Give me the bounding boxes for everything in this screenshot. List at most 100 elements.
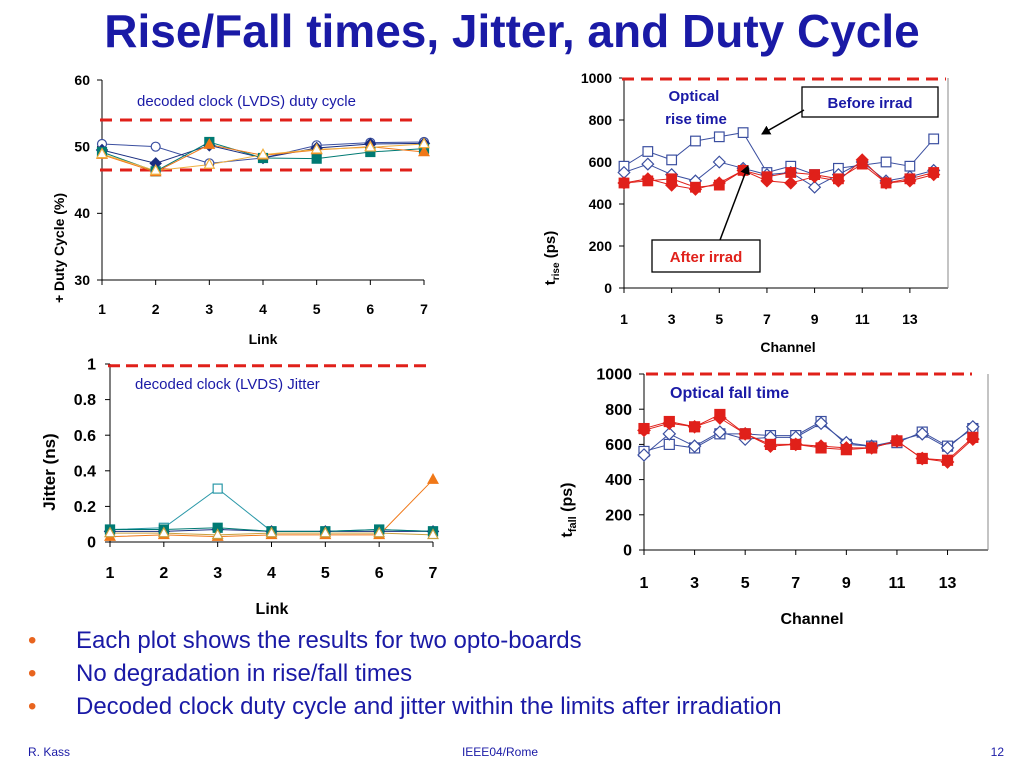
bullet-dot-icon: • [28, 693, 37, 720]
x-tick-label: 2 [152, 301, 160, 317]
y-tick-label: 30 [74, 272, 90, 288]
data-point-series-2 [637, 448, 651, 462]
y-tick-label: 200 [589, 238, 613, 254]
data-point-series-4 [814, 439, 828, 454]
fall-xlabel: Channel [780, 611, 843, 628]
before-irrad-box [801, 86, 939, 118]
rise-annotation-line1: Optical [668, 88, 719, 105]
before-irrad-arrow [761, 109, 805, 135]
bullet-text: Decoded clock duty cycle and jitter with… [76, 693, 782, 720]
data-point-series-1 [928, 133, 940, 145]
bullet-item: • No degradation in rise/fall times [28, 657, 782, 690]
data-point-series-1 [642, 146, 654, 157]
duty-ylabel: + Duty Cycle (%) [51, 193, 67, 303]
y-tick-label: 0 [604, 280, 612, 296]
data-point-series-4 [687, 419, 702, 434]
y-tick-label: 0.8 [74, 392, 96, 409]
data-point-series-4 [807, 170, 822, 184]
rise-annotation-line2: rise time [665, 111, 727, 128]
data-point-series-1 [150, 141, 161, 152]
x-tick-label: 13 [939, 575, 957, 592]
data-point-series-2 [940, 441, 955, 455]
data-point-series-4 [927, 167, 941, 182]
after-irrad-box [651, 239, 761, 273]
data-point-series-4 [418, 145, 430, 157]
bullet-text: No degradation in rise/fall times [76, 660, 413, 687]
data-point-series-1 [663, 438, 675, 451]
x-tick-label: 11 [855, 311, 870, 327]
data-point-series-4 [641, 172, 655, 186]
bullet-list: • Each plot shows the results for two opt… [28, 624, 782, 723]
data-point-series-5 [427, 528, 439, 540]
data-point-series-4 [940, 455, 955, 469]
data-point-series-5 [104, 526, 116, 538]
duty-annotation: decoded clock (LVDS) duty cycle [137, 93, 356, 110]
x-tick-label: 3 [690, 575, 699, 592]
data-point-series-4 [665, 178, 679, 192]
after-irrad-arrow [719, 165, 750, 241]
data-point-series-1 [904, 160, 916, 172]
data-point-series-4 [890, 434, 904, 448]
data-point-series-1 [690, 135, 701, 147]
footer-page-number: 12 [990, 745, 1004, 759]
y-tick-label: 0.6 [74, 428, 96, 445]
y-tick-label: 800 [589, 112, 613, 128]
x-tick-label: 9 [842, 575, 851, 592]
data-point-series-4 [864, 441, 879, 455]
series-line-1 [109, 487, 434, 532]
x-tick-label: 6 [366, 301, 374, 317]
y-tick-label: 50 [74, 139, 90, 155]
data-point-series-5 [373, 526, 386, 538]
series-line-1 [623, 132, 935, 176]
x-tick-label: 4 [267, 565, 276, 582]
bullet-text: Each plot shows the results for two opto… [76, 627, 582, 654]
x-tick-label: 11 [888, 575, 905, 592]
data-point-series-2 [712, 155, 726, 169]
data-point-series-4 [879, 176, 893, 190]
data-point-series-4 [738, 426, 753, 441]
y-tick-label: 800 [605, 402, 632, 419]
duty-cycle-chart: 30 40 50 60 1 2 3 4 5 6 7 decoded clock (LVDS) dut… [51, 72, 431, 347]
data-point-series-2 [662, 426, 677, 441]
jitter-xlabel: Link [256, 601, 289, 618]
y-tick-label: 400 [589, 196, 613, 212]
data-point-series-2 [687, 439, 702, 454]
x-tick-label: 5 [741, 575, 750, 592]
y-tick-label: 600 [589, 154, 613, 170]
jitter-annotation: decoded clock (LVDS) Jitter [135, 376, 320, 393]
data-point-series-4 [784, 176, 798, 190]
fall-annotation: Optical fall time [670, 385, 789, 402]
x-tick-label: 3 [205, 301, 213, 317]
data-point-series-3 [311, 153, 322, 164]
slide-title: Rise/Fall times, Jitter, and Duty Cycle [104, 5, 920, 57]
data-point-series-5 [157, 526, 170, 538]
data-point-series-5 [149, 164, 162, 175]
data-point-series-5 [364, 140, 377, 152]
before-irrad-label: Before irrad [827, 95, 912, 112]
x-tick-label: 9 [811, 311, 819, 327]
rise-xlabel: Channel [760, 339, 815, 355]
data-point-series-5 [257, 148, 269, 159]
data-point-series-5 [418, 137, 430, 149]
data-point-series-1 [212, 483, 223, 494]
x-tick-label: 3 [668, 311, 676, 327]
after-irrad-label: After irrad [670, 249, 743, 266]
data-point-series-4 [427, 473, 439, 484]
data-point-series-4 [637, 423, 651, 438]
x-tick-label: 1 [640, 575, 649, 592]
y-tick-label: 0.4 [74, 463, 96, 480]
data-point-series-2 [807, 180, 822, 194]
data-point-series-2 [713, 425, 727, 439]
x-tick-label: 7 [420, 301, 428, 317]
rise-annotation: Optical rise time [665, 88, 727, 128]
data-point-series-5 [265, 526, 278, 538]
data-point-series-4 [855, 153, 869, 167]
data-point-series-4 [915, 451, 930, 466]
duty-xlabel: Link [249, 331, 278, 347]
y-tick-label: 1000 [581, 70, 612, 86]
x-tick-label: 5 [715, 311, 723, 327]
x-tick-label: 7 [763, 311, 771, 327]
bullet-dot-icon: • [28, 627, 37, 654]
x-tick-label: 13 [902, 311, 918, 327]
